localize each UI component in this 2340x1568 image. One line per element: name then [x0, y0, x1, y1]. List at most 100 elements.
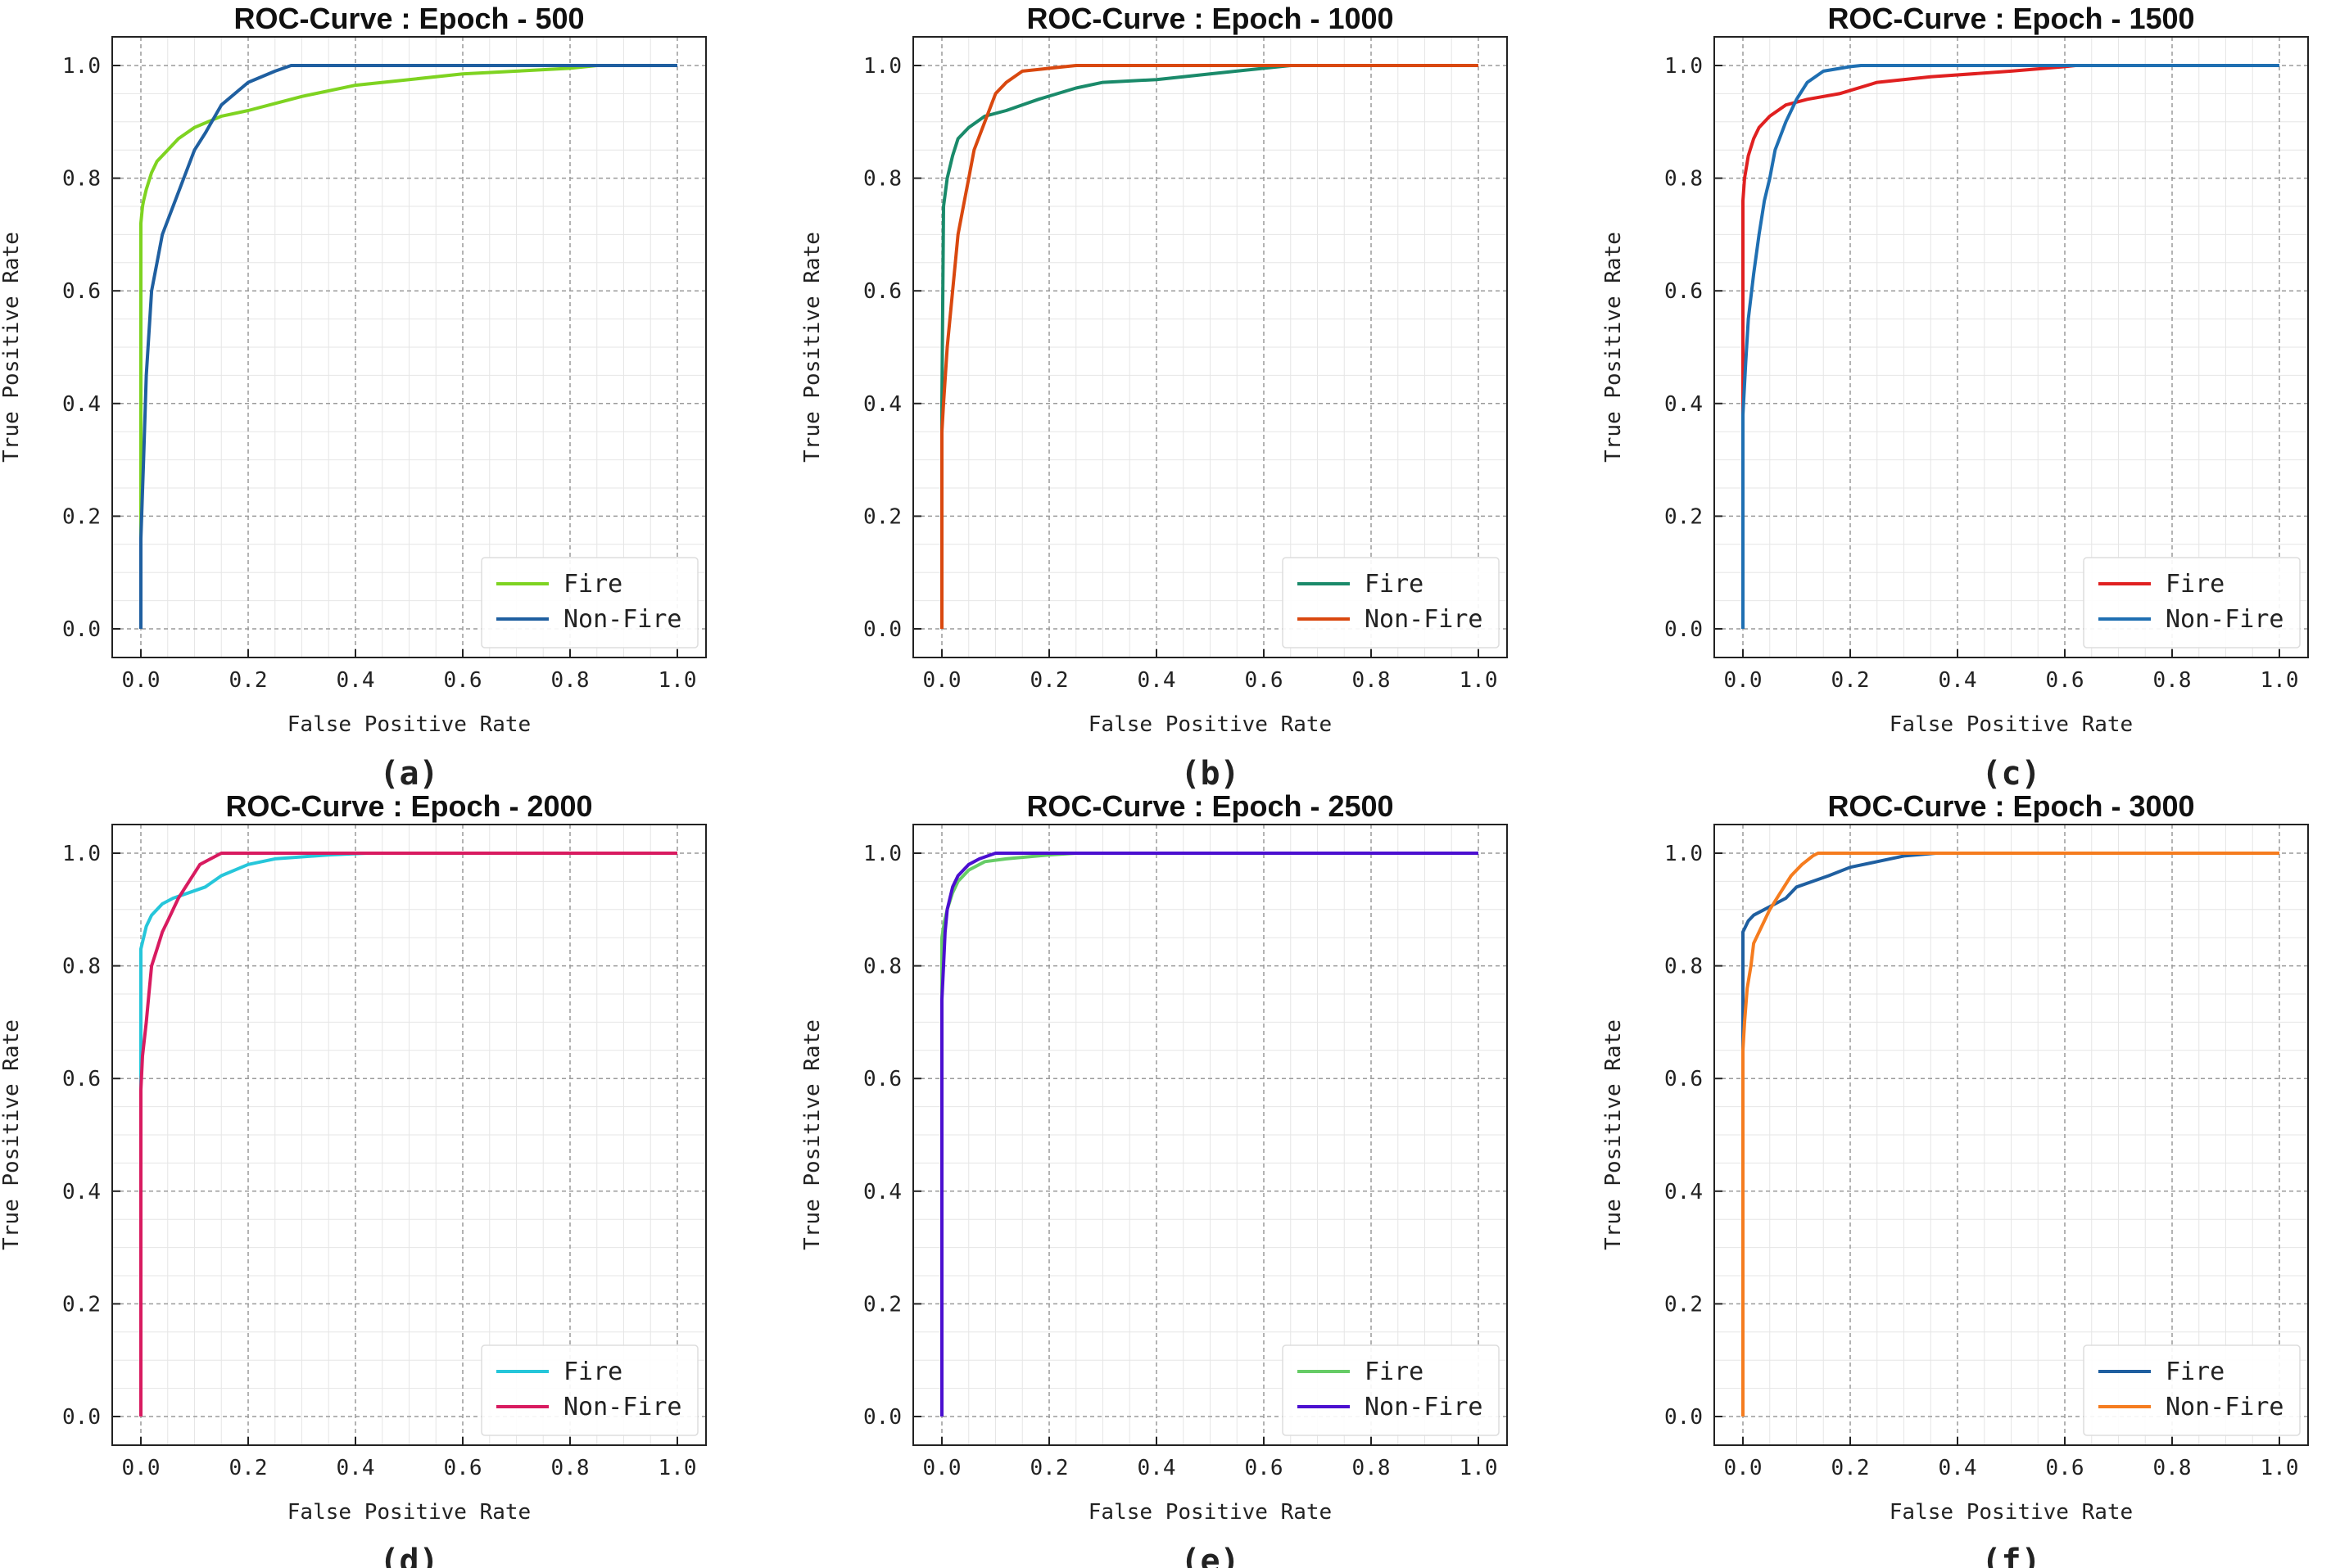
- x-tick-label: 0.4: [1939, 1456, 1977, 1480]
- x-tick-label: 0.0: [1724, 1456, 1763, 1480]
- x-tick-label: 0.8: [1352, 668, 1391, 693]
- chart-title: ROC-Curve : Epoch - 3000: [1827, 789, 2194, 823]
- legend-label: Non-Fire: [564, 1393, 682, 1421]
- legend-label: Non-Fire: [1365, 605, 1483, 634]
- x-tick-label: 0.6: [1245, 1456, 1283, 1480]
- roc-line-fire: [1741, 852, 1936, 1417]
- roc-line-non-fire: [1741, 64, 2279, 629]
- x-tick-label: 1.0: [2261, 1456, 2299, 1480]
- x-tick-label: 1.0: [1460, 1456, 1498, 1480]
- legend: Fire Non-Fire: [481, 1344, 699, 1436]
- y-tick-label: 0.4: [62, 392, 101, 417]
- roc-line-fire: [940, 852, 1076, 1417]
- y-tick-label: 0.6: [1664, 279, 1703, 304]
- x-tick-label: 0.4: [1939, 668, 1977, 693]
- y-tick-label: 0.2: [1664, 504, 1703, 529]
- legend: Fire Non-Fire: [1282, 1344, 1500, 1436]
- legend-label: Non-Fire: [564, 605, 682, 634]
- y-tick-label: 0.2: [863, 1292, 902, 1317]
- plot-frame: [912, 824, 1508, 1446]
- legend-label: Fire: [2166, 570, 2225, 599]
- x-axis-label: False Positive Rate: [1890, 1500, 2133, 1525]
- plot-frame: [912, 36, 1508, 658]
- y-tick-label: 0.2: [62, 1292, 101, 1317]
- y-tick-label: 0.0: [62, 617, 101, 642]
- y-tick-label: 0.0: [1664, 1405, 1703, 1430]
- y-tick-label: 0.0: [863, 617, 902, 642]
- legend-box: [1282, 557, 1500, 648]
- legend-label: Fire: [564, 1358, 622, 1386]
- x-tick-label: 0.6: [444, 668, 482, 693]
- y-tick-label: 0.2: [1664, 1292, 1703, 1317]
- x-tick-label: 0.2: [229, 668, 268, 693]
- legend-box: [2083, 557, 2301, 648]
- x-axis-label: False Positive Rate: [287, 1500, 531, 1525]
- panel-caption: (e): [1180, 1543, 1239, 1568]
- y-axis-label: True Positive Rate: [1601, 232, 1626, 463]
- y-tick-label: 0.8: [863, 167, 902, 192]
- y-tick-label: 0.4: [863, 392, 902, 417]
- x-tick-label: 0.8: [2153, 668, 2192, 693]
- y-tick-label: 1.0: [863, 54, 902, 79]
- chart-title: ROC-Curve : Epoch - 1500: [1827, 2, 2194, 35]
- roc-line-non-fire: [1741, 852, 2279, 1417]
- x-tick-label: 0.0: [122, 668, 161, 693]
- x-tick-label: 0.6: [2046, 1456, 2084, 1480]
- chart-title: ROC-Curve : Epoch - 2000: [225, 789, 592, 823]
- roc-panel-d: 0.0 0.2 0.4 0.6 0.8 1.0 0.0 0.2 0.4 0.6 0.8 1.0 ROC-…: [0, 789, 707, 1568]
- x-tick-label: 0.4: [1138, 668, 1176, 693]
- y-tick-label: 0.0: [863, 1405, 902, 1430]
- y-tick-label: 0.4: [863, 1180, 902, 1204]
- legend-box: [2083, 1344, 2301, 1436]
- y-tick-label: 0.0: [62, 1405, 101, 1430]
- x-tick-label: 0.2: [1831, 1456, 1870, 1480]
- legend-label: Fire: [1365, 570, 1423, 599]
- y-tick-label: 0.8: [62, 167, 101, 192]
- x-tick-label: 0.4: [1138, 1456, 1176, 1480]
- x-tick-label: 0.2: [1030, 1456, 1069, 1480]
- roc-line-fire: [940, 64, 1292, 629]
- x-tick-label: 0.6: [1245, 668, 1283, 693]
- y-tick-label: 0.8: [62, 955, 101, 979]
- x-tick-label: 0.8: [551, 1456, 590, 1480]
- legend: Fire Non-Fire: [1282, 557, 1500, 648]
- roc-panel-e: 0.0 0.2 0.4 0.6 0.8 1.0 0.0 0.2 0.4 0.6 0.8 1.0 ROC-…: [800, 789, 1508, 1568]
- legend: Fire Non-Fire: [2083, 1344, 2301, 1436]
- legend-label: Fire: [1365, 1358, 1423, 1386]
- y-tick-label: 1.0: [863, 842, 902, 866]
- roc-panel-c: 0.0 0.2 0.4 0.6 0.8 1.0 0.0 0.2 0.4 0.6 0.8 1.0 ROC-…: [1601, 2, 2309, 793]
- y-axis-label: True Positive Rate: [800, 1019, 825, 1250]
- x-tick-label: 0.0: [1724, 668, 1763, 693]
- x-tick-label: 0.8: [1352, 1456, 1391, 1480]
- y-tick-label: 0.6: [863, 1067, 902, 1091]
- y-tick-label: 0.4: [1664, 392, 1703, 417]
- roc-line-non-fire: [940, 852, 1478, 1417]
- y-tick-label: 0.2: [62, 504, 101, 529]
- legend-label: Non-Fire: [2166, 605, 2284, 634]
- roc-line-fire: [1741, 64, 2076, 629]
- roc-line-fire: [139, 64, 598, 629]
- y-axis-label: True Positive Rate: [0, 1019, 24, 1250]
- y-tick-label: 1.0: [1664, 842, 1703, 866]
- x-tick-label: 0.0: [923, 1456, 962, 1480]
- x-axis-label: False Positive Rate: [1089, 712, 1332, 737]
- legend: Fire Non-Fire: [481, 557, 699, 648]
- legend-box: [481, 557, 699, 648]
- plot-frame: [111, 36, 707, 658]
- x-tick-label: 0.2: [1030, 668, 1069, 693]
- chart-title: ROC-Curve : Epoch - 2500: [1026, 789, 1393, 823]
- chart-title: ROC-Curve : Epoch - 1000: [1026, 2, 1393, 35]
- legend-label: Fire: [564, 570, 622, 599]
- x-axis-label: False Positive Rate: [287, 712, 531, 737]
- panel-caption: (a): [379, 755, 438, 793]
- panel-caption: (c): [1981, 755, 2040, 793]
- x-tick-label: 1.0: [2261, 668, 2299, 693]
- plot-frame: [1713, 824, 2309, 1446]
- y-axis-label: True Positive Rate: [800, 232, 825, 463]
- x-tick-label: 1.0: [659, 668, 697, 693]
- x-tick-label: 1.0: [1460, 668, 1498, 693]
- roc-panel-a: 0.0 0.2 0.4 0.6 0.8 1.0 0.0 0.2 0.4 0.6 0.8 1.0 ROC-…: [0, 2, 707, 793]
- y-tick-label: 0.0: [1664, 617, 1703, 642]
- plot-frame: [1713, 36, 2309, 658]
